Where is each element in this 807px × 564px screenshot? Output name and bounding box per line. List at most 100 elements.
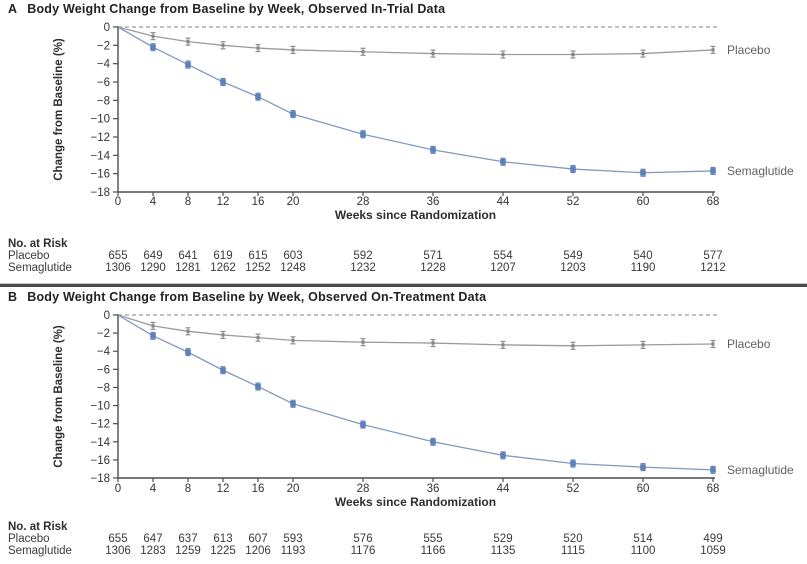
- x-tick-label: 4: [150, 483, 157, 495]
- x-tick-label: 60: [637, 483, 650, 495]
- legend-label-semaglutide: Semaglutide: [727, 463, 794, 477]
- data-point-errorbar: [430, 339, 436, 348]
- risk-value: 641: [178, 250, 197, 262]
- x-tick-label: 0: [115, 483, 121, 495]
- data-point-square: [570, 165, 576, 174]
- data-point-square: [185, 348, 191, 357]
- risk-value: 1281: [175, 262, 201, 274]
- data-point-square: [360, 130, 366, 139]
- y-tick-label: −12: [90, 419, 110, 431]
- risk-value: 637: [178, 533, 197, 545]
- data-point-errorbar: [430, 49, 436, 58]
- risk-value: 1259: [175, 545, 201, 557]
- data-point-errorbar: [290, 45, 296, 54]
- y-tick-label: −8: [97, 382, 110, 394]
- risk-value: 1059: [700, 545, 726, 557]
- panel-a-title-text: Body Weight Change from Baseline by Week…: [27, 2, 446, 16]
- legend-label-semaglutide: Semaglutide: [727, 164, 794, 178]
- data-point-errorbar: [290, 336, 296, 345]
- x-tick-label: 52: [567, 196, 580, 208]
- x-tick-label: 12: [217, 483, 230, 495]
- y-axis-title: Change from Baseline (%): [53, 38, 65, 181]
- x-tick-label: 20: [287, 196, 300, 208]
- data-point-square: [500, 451, 506, 460]
- risk-row-label: Semaglutide: [8, 262, 72, 274]
- risk-table-title: No. at Risk: [8, 238, 68, 250]
- data-point-errorbar: [570, 341, 576, 350]
- risk-value: 1306: [105, 545, 131, 557]
- axes: 0 −2 −4 −6 −8 −10 −12 −14 −16 −18 0 4 8 12 16 20 28 36 44 5…: [90, 310, 719, 495]
- risk-value: 649: [143, 250, 162, 262]
- risk-value: 499: [703, 533, 722, 545]
- risk-value: 549: [563, 250, 582, 262]
- risk-value: 1232: [350, 262, 376, 274]
- data-point-square: [185, 60, 191, 69]
- risk-value: 571: [423, 250, 442, 262]
- panel-b-chart: 0 −2 −4 −6 −8 −10 −12 −14 −16 −18 0 4 8 12 16 20 28 36 44 5…: [8, 310, 794, 557]
- y-tick-label: 0: [104, 22, 110, 34]
- data-point-errorbar: [640, 49, 646, 58]
- risk-value: 1135: [491, 545, 516, 557]
- risk-value: 540: [633, 250, 652, 262]
- series-placebo: Placebo: [117, 26, 771, 59]
- series-placebo: Placebo: [117, 314, 771, 351]
- risk-value: 1203: [560, 262, 586, 274]
- data-point-square: [710, 166, 716, 175]
- data-point-errorbar: [640, 340, 646, 349]
- panel-a-chart: 0 −2 −4 −6 −8 −10 −12 −14 −16 −18 0 4 8 12 16 20 28 36 44 5…: [8, 22, 794, 274]
- risk-value: 655: [108, 533, 127, 545]
- risk-value: 1190: [631, 262, 656, 274]
- risk-row-label: Placebo: [8, 250, 50, 262]
- risk-value: 1100: [631, 545, 656, 557]
- panel-a-title: A Body Weight Change from Baseline by Wee…: [8, 2, 445, 16]
- risk-value: 613: [213, 533, 232, 545]
- x-axis-title: Weeks since Randomization: [335, 208, 496, 222]
- data-point-errorbar: [185, 37, 191, 46]
- y-tick-label: −18: [90, 187, 110, 199]
- y-tick-label: −14: [90, 150, 110, 162]
- x-tick-label: 68: [707, 483, 720, 495]
- y-tick-label: −8: [97, 95, 110, 107]
- x-tick-label: 16: [252, 483, 265, 495]
- risk-value: 554: [493, 250, 513, 262]
- x-tick-label: 28: [357, 483, 370, 495]
- x-tick-label: 52: [567, 483, 580, 495]
- risk-value: 1290: [140, 262, 166, 274]
- data-point-square: [290, 399, 296, 408]
- risk-value: 555: [423, 533, 442, 545]
- y-tick-label: −12: [90, 132, 110, 144]
- risk-value: 619: [213, 250, 232, 262]
- series-line: [117, 314, 714, 347]
- legend-label-placebo: Placebo: [727, 43, 771, 57]
- panel-b-title: B Body Weight Change from Baseline by Wee…: [8, 290, 486, 304]
- x-tick-label: 16: [252, 196, 265, 208]
- risk-value: 655: [108, 250, 127, 262]
- risk-value: 1193: [281, 545, 306, 557]
- risk-value: 1248: [280, 262, 306, 274]
- data-point-errorbar: [150, 321, 156, 330]
- data-point-square: [290, 110, 296, 119]
- x-tick-label: 36: [427, 196, 440, 208]
- x-tick-label: 12: [217, 196, 230, 208]
- risk-value: 603: [283, 250, 302, 262]
- y-tick-label: −16: [90, 455, 110, 467]
- x-tick-label: 0: [115, 196, 121, 208]
- y-axis-title: Change from Baseline (%): [53, 325, 65, 468]
- x-tick-label: 68: [707, 196, 720, 208]
- data-point-square: [500, 157, 506, 166]
- risk-value: 1252: [245, 262, 271, 274]
- risk-value: 607: [248, 533, 267, 545]
- risk-value: 1176: [351, 545, 376, 557]
- panel-b-letter: B: [8, 290, 18, 304]
- risk-value: 1283: [140, 545, 166, 557]
- risk-value: 520: [563, 533, 582, 545]
- data-point-square: [430, 437, 436, 446]
- data-point-square: [150, 43, 156, 52]
- y-tick-label: −10: [90, 401, 110, 413]
- risk-value: 1207: [490, 262, 516, 274]
- y-tick-label: −6: [97, 364, 110, 376]
- panel-a-letter: A: [8, 2, 18, 16]
- risk-row-label: Placebo: [8, 533, 50, 545]
- x-tick-label: 20: [287, 483, 300, 495]
